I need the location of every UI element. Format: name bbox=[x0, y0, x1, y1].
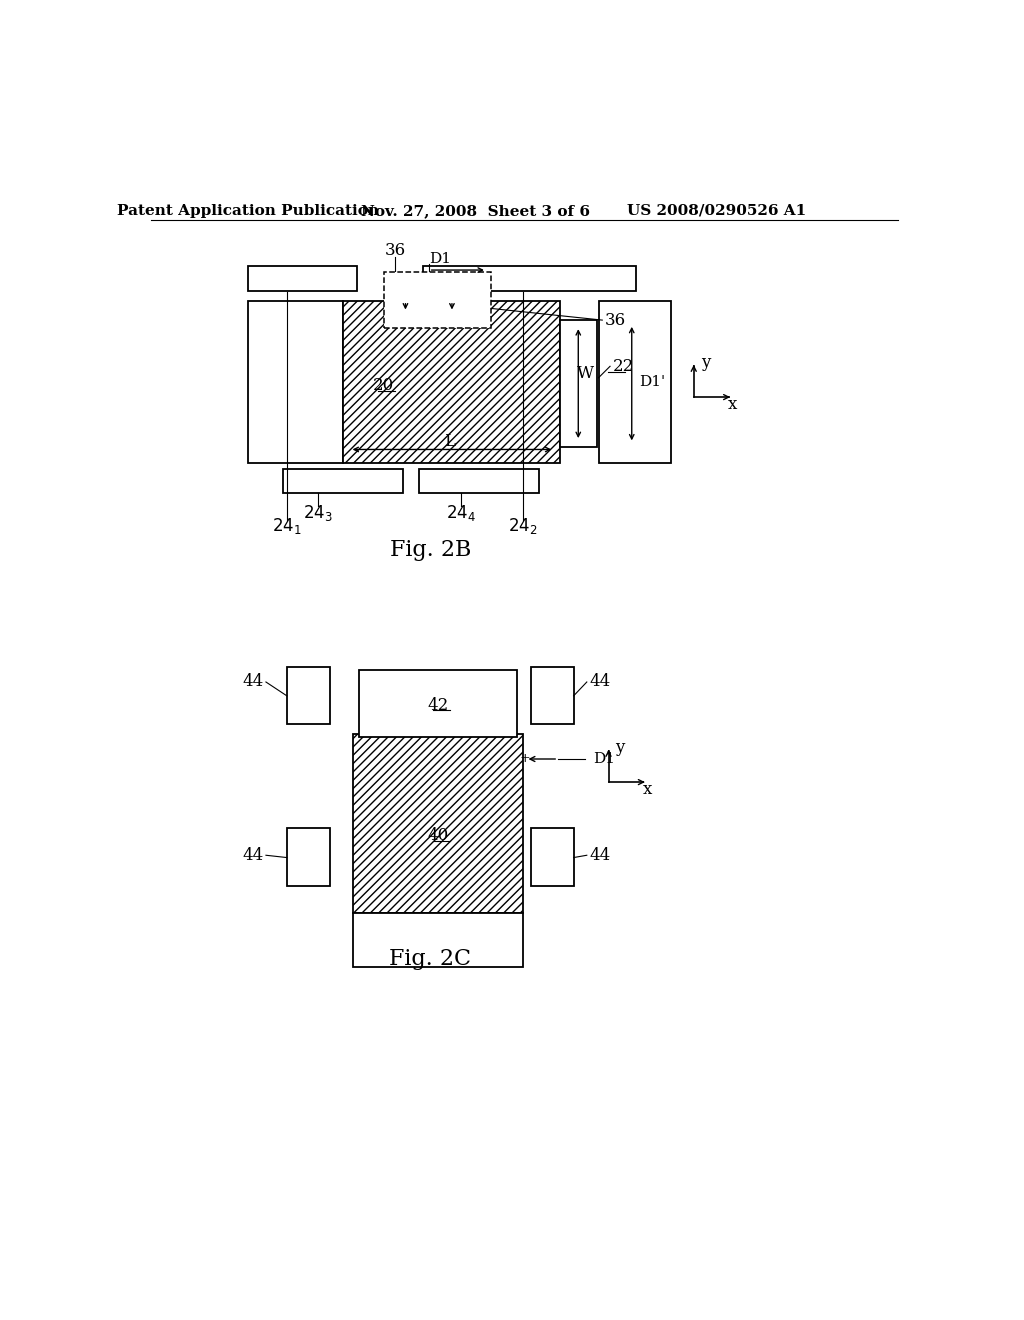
Bar bbox=[384, 272, 490, 327]
Text: x: x bbox=[728, 396, 737, 413]
Text: x: x bbox=[643, 781, 652, 799]
Text: D1': D1' bbox=[640, 375, 666, 388]
Text: 22: 22 bbox=[612, 358, 634, 375]
Bar bbox=[560, 321, 597, 447]
Text: 20: 20 bbox=[373, 378, 394, 395]
Text: $24_2$: $24_2$ bbox=[509, 516, 538, 536]
Text: $24_1$: $24_1$ bbox=[272, 516, 302, 536]
Bar bbox=[248, 301, 343, 462]
Text: 44: 44 bbox=[243, 846, 263, 863]
Text: 40: 40 bbox=[427, 828, 449, 845]
Bar bbox=[248, 267, 356, 290]
Bar bbox=[352, 734, 523, 913]
Text: $24_4$: $24_4$ bbox=[446, 503, 476, 523]
Text: Nov. 27, 2008  Sheet 3 of 6: Nov. 27, 2008 Sheet 3 of 6 bbox=[360, 203, 590, 218]
Bar bbox=[283, 469, 403, 494]
Text: W: W bbox=[577, 366, 594, 383]
Bar bbox=[419, 469, 539, 494]
Text: 36: 36 bbox=[604, 312, 626, 329]
Bar bbox=[423, 267, 636, 290]
Bar bbox=[359, 671, 517, 738]
Text: 44: 44 bbox=[589, 846, 610, 863]
Text: y: y bbox=[615, 739, 625, 756]
Text: Fig. 2B: Fig. 2B bbox=[389, 539, 471, 561]
Text: Fig. 2C: Fig. 2C bbox=[389, 948, 471, 970]
Bar bbox=[287, 829, 330, 886]
Text: 44: 44 bbox=[589, 673, 610, 690]
Text: D1: D1 bbox=[429, 252, 451, 265]
Text: 36: 36 bbox=[385, 243, 406, 259]
Bar bbox=[287, 667, 330, 725]
Text: Patent Application Publication: Patent Application Publication bbox=[117, 203, 379, 218]
Text: $24_3$: $24_3$ bbox=[303, 503, 333, 523]
Bar bbox=[599, 301, 671, 462]
Bar bbox=[531, 829, 573, 886]
Bar bbox=[531, 667, 573, 725]
Text: L: L bbox=[444, 433, 455, 450]
Text: y: y bbox=[700, 354, 710, 371]
Text: +: + bbox=[519, 752, 530, 766]
Bar bbox=[352, 913, 523, 966]
Bar bbox=[343, 301, 560, 462]
Text: US 2008/0290526 A1: US 2008/0290526 A1 bbox=[628, 203, 807, 218]
Text: 44: 44 bbox=[243, 673, 263, 690]
Text: D1: D1 bbox=[593, 752, 615, 766]
Text: 42: 42 bbox=[427, 697, 449, 714]
